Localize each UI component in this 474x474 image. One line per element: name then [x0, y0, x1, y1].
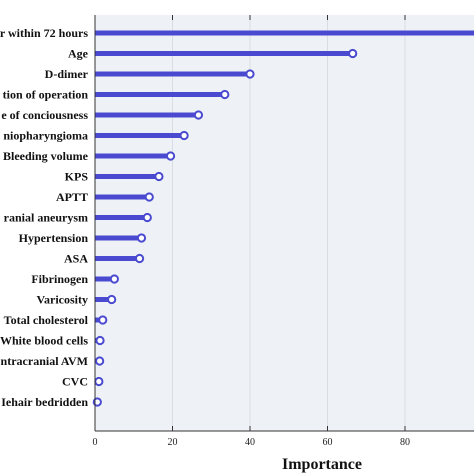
category-label: ASA: [64, 252, 88, 266]
lollipop-bars: [92, 30, 474, 407]
bar-end-marker: [95, 356, 105, 366]
category-label: e of conciousness: [1, 108, 88, 122]
category-label: niopharyngioma: [3, 129, 88, 143]
bar-end-marker: [179, 130, 189, 141]
x-tick-label: 0: [93, 437, 98, 448]
grid-lines: [172, 15, 406, 431]
category-labels: r within 72 hours Age D-dimer tion of opera…: [0, 26, 89, 409]
category-label: APTT: [56, 190, 88, 204]
bar-end-marker: [92, 397, 102, 407]
bar-end-marker: [134, 253, 145, 264]
bar-end-marker: [136, 233, 147, 243]
bar-end-marker: [95, 335, 105, 346]
x-axis-title: Importance: [282, 456, 362, 473]
category-label: Total cholesterol: [4, 313, 89, 327]
category-label: tion of operation: [3, 88, 89, 102]
category-label: ntracranial AVM: [1, 354, 88, 368]
bar-end-marker: [144, 192, 154, 202]
bar-end-marker: [142, 212, 152, 223]
category-label: r within 72 hours: [0, 26, 88, 40]
x-tick-label: 20: [168, 437, 178, 448]
bar-end-marker: [154, 171, 164, 182]
category-label: Fibrinogen: [31, 272, 88, 286]
bar-end-marker: [98, 315, 108, 325]
category-label: Bleeding volume: [3, 149, 89, 163]
bar-end-marker: [220, 89, 230, 100]
x-ticks: 0 20 40 60 80: [93, 15, 410, 448]
category-label: White blood cells: [0, 334, 88, 348]
category-label: KPS: [65, 170, 89, 184]
category-label: Age: [68, 47, 89, 61]
category-label: CVC: [62, 375, 88, 389]
category-label: D-dimer: [45, 67, 89, 81]
x-tick-label: 60: [323, 437, 333, 448]
x-tick-label: 40: [245, 437, 255, 448]
bar-end-marker: [193, 110, 204, 120]
category-label: Hypertension: [19, 231, 89, 245]
bar-end-marker: [94, 376, 104, 387]
bar-end-marker: [107, 294, 117, 305]
bar-end-marker: [165, 151, 176, 161]
x-tick-label: 80: [400, 437, 410, 448]
category-label: Iehair bedridden: [1, 395, 88, 409]
bar-end-marker: [245, 69, 255, 79]
plot-panel: [95, 15, 474, 431]
bar-end-marker: [109, 274, 119, 284]
category-label: ranial aneurysm: [4, 211, 88, 225]
bar-end-marker: [348, 48, 358, 59]
category-label: Varicosity: [36, 293, 88, 307]
